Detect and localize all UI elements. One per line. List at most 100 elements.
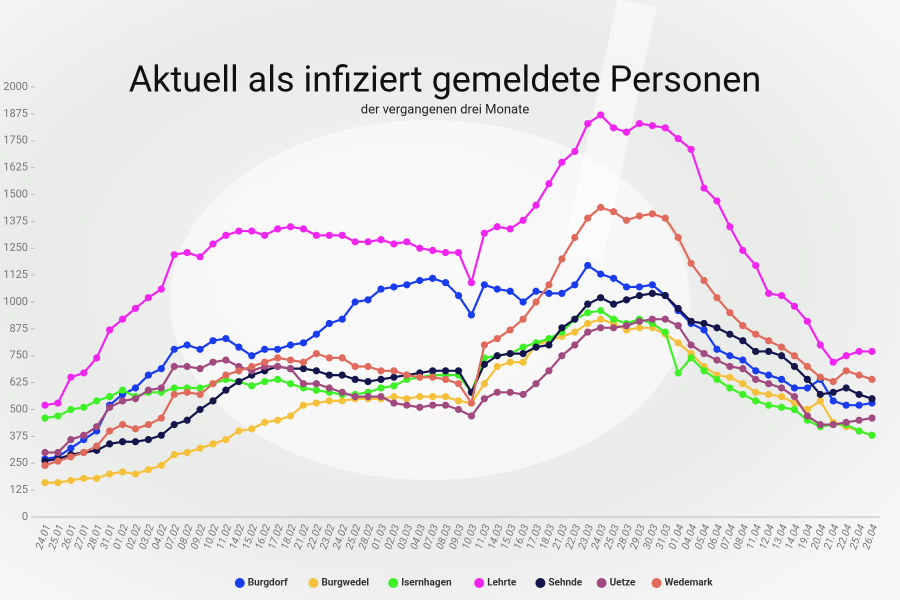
point (584, 319, 592, 328)
point (273, 416, 282, 424)
point (519, 298, 527, 306)
point (622, 322, 631, 330)
point (235, 367, 243, 375)
point (829, 377, 837, 386)
point (661, 315, 669, 323)
point (467, 279, 476, 287)
point (855, 427, 863, 435)
point (67, 373, 75, 381)
point (106, 427, 114, 435)
y-tick-label: 875 (9, 322, 28, 335)
point (493, 285, 501, 293)
point (752, 347, 760, 356)
point (403, 281, 411, 289)
point (325, 371, 333, 379)
point (519, 216, 527, 224)
point (726, 309, 734, 317)
point (454, 367, 463, 375)
point (687, 259, 695, 267)
point (416, 373, 424, 381)
point (286, 412, 295, 420)
point (377, 236, 385, 244)
point (713, 356, 721, 364)
point (635, 317, 644, 325)
point (157, 461, 165, 469)
point (41, 448, 49, 457)
point (235, 377, 243, 386)
point (338, 231, 346, 239)
point (829, 397, 837, 405)
point (131, 470, 140, 478)
point (765, 390, 773, 399)
chart-subtitle: der vergangenen drei Monate (361, 102, 530, 117)
point (377, 384, 385, 392)
point (545, 341, 553, 349)
point (726, 373, 734, 381)
point (454, 405, 463, 414)
point (571, 281, 579, 289)
point (157, 365, 165, 373)
y-tick-label: 750 (9, 349, 28, 362)
point (170, 362, 178, 371)
point (106, 326, 114, 334)
point (299, 225, 308, 233)
point (790, 362, 799, 371)
point (170, 420, 178, 429)
point (739, 322, 747, 330)
point (273, 225, 282, 233)
point (170, 345, 178, 353)
point (648, 122, 656, 130)
point (429, 246, 437, 254)
point (170, 251, 178, 259)
point (493, 334, 501, 343)
point (416, 403, 424, 411)
point (93, 397, 101, 405)
point (209, 380, 217, 388)
y-tick-label: 1125 (3, 268, 28, 281)
point (752, 330, 760, 338)
point (364, 362, 372, 371)
point (183, 248, 191, 257)
point (93, 354, 101, 362)
point (765, 371, 773, 379)
point (390, 283, 398, 291)
point (816, 397, 824, 405)
point (816, 420, 824, 429)
point (429, 373, 437, 381)
point (118, 438, 127, 446)
point (54, 457, 62, 465)
point (235, 343, 243, 351)
point (261, 231, 269, 239)
point (325, 319, 333, 328)
point (506, 358, 514, 366)
point (351, 238, 359, 246)
point (674, 135, 682, 143)
point (519, 350, 527, 358)
point (777, 291, 786, 300)
point (506, 225, 514, 233)
point (558, 289, 566, 297)
point (765, 337, 773, 345)
point (480, 281, 488, 289)
point (106, 470, 114, 478)
point (235, 227, 243, 235)
point (312, 380, 320, 388)
point (687, 341, 695, 349)
point (144, 436, 152, 444)
legend-label: Burgdorf (248, 578, 288, 589)
point (273, 354, 282, 362)
point (829, 358, 837, 366)
point (209, 240, 217, 248)
point (377, 393, 385, 401)
point (739, 246, 747, 254)
point (558, 352, 566, 360)
point (726, 362, 734, 371)
point (752, 397, 760, 405)
point (803, 317, 811, 325)
point (726, 330, 734, 338)
point (648, 315, 656, 323)
point (661, 214, 669, 222)
point (80, 403, 88, 411)
point (519, 343, 527, 351)
point (532, 343, 540, 351)
